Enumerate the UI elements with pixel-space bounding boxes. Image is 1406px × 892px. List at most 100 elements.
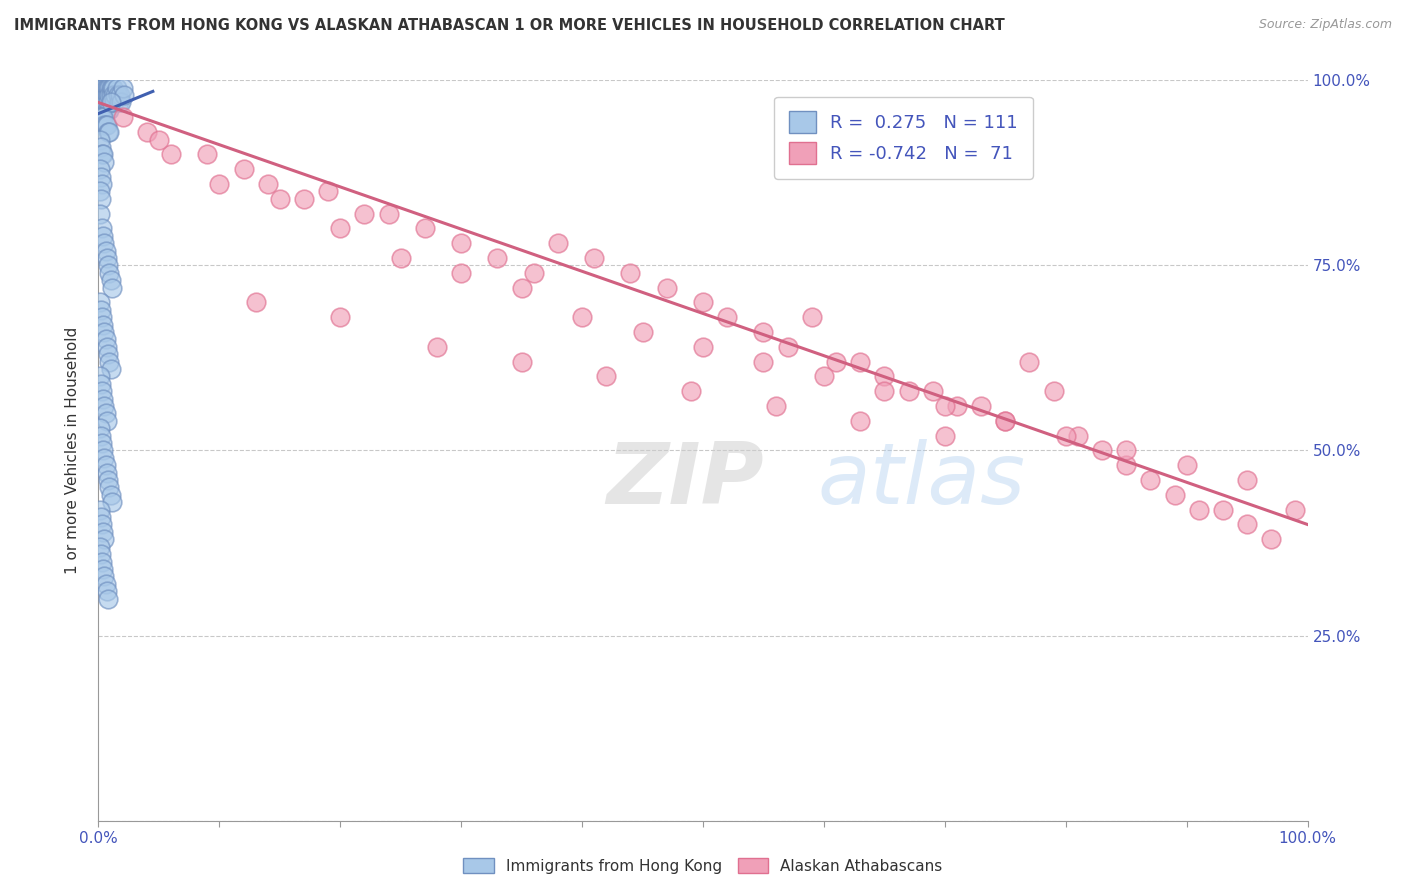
Point (110, 95, 132, 110)
Point (91, 88, 114, 103)
Point (716, 310, 738, 325)
Point (91, 88, 114, 103)
Point (97, 125, 120, 139)
Point (94, 407, 117, 421)
Point (450, 236, 472, 251)
Point (619, 266, 641, 280)
Point (89, 421, 111, 435)
Point (94, 88, 117, 103)
Point (91, 228, 114, 243)
Point (94, 576, 117, 591)
Point (94, 458, 117, 473)
Point (96, 466, 118, 480)
Point (96, 414, 118, 428)
Point (195, 147, 218, 161)
Text: Source: ZipAtlas.com: Source: ZipAtlas.com (1258, 18, 1392, 31)
Point (752, 325, 775, 339)
Point (112, 88, 135, 103)
Point (426, 340, 449, 354)
Point (389, 251, 412, 265)
Point (93, 80, 115, 95)
Point (329, 221, 352, 235)
Point (93, 103, 115, 117)
Point (97, 259, 120, 273)
Point (413, 221, 436, 235)
Point (91, 177, 114, 191)
Point (994, 414, 1017, 428)
Point (100, 95, 122, 110)
Point (93, 399, 115, 413)
Point (849, 414, 872, 428)
Point (103, 95, 125, 110)
Point (91, 436, 114, 450)
Point (849, 354, 872, 368)
Point (510, 354, 533, 368)
Point (232, 162, 254, 177)
Point (94, 80, 117, 95)
Point (90, 95, 112, 110)
Point (377, 206, 399, 220)
Point (90, 510, 112, 524)
Point (94, 332, 117, 346)
Point (100, 80, 122, 95)
Point (93, 154, 115, 169)
Point (510, 280, 533, 294)
Point (97, 347, 120, 361)
Point (97, 80, 120, 95)
Point (813, 369, 835, 384)
Point (89, 540, 111, 554)
Point (1067, 428, 1090, 442)
Point (1236, 473, 1258, 487)
Text: IMMIGRANTS FROM HONG KONG VS ALASKAN ATHABASCAN 1 OR MORE VEHICLES IN HOUSEHOLD : IMMIGRANTS FROM HONG KONG VS ALASKAN ATH… (14, 18, 1005, 33)
Point (1139, 473, 1161, 487)
Point (89, 369, 111, 384)
Point (1236, 517, 1258, 532)
Point (108, 95, 131, 110)
Point (89, 132, 111, 146)
Point (98, 354, 121, 368)
Point (256, 177, 278, 191)
Point (486, 251, 509, 265)
Point (91, 555, 114, 569)
Point (91, 80, 114, 95)
Point (90, 140, 112, 154)
Point (329, 310, 352, 325)
Point (89, 206, 111, 220)
Point (91, 111, 114, 125)
Point (1260, 533, 1282, 547)
Point (89, 80, 111, 95)
Point (1175, 458, 1198, 473)
Point (91, 318, 114, 332)
Point (765, 399, 787, 413)
Point (98, 80, 121, 95)
Point (91, 524, 114, 539)
Point (91, 443, 114, 458)
Y-axis label: 1 or more Vehicles in Household: 1 or more Vehicles in Household (65, 326, 80, 574)
Point (752, 354, 775, 368)
Point (91, 517, 114, 532)
Point (97, 473, 120, 487)
Point (91, 392, 114, 406)
Point (108, 88, 131, 103)
Point (100, 488, 122, 502)
Text: ZIP: ZIP (606, 439, 763, 522)
Point (631, 325, 654, 339)
Point (93, 95, 115, 110)
Point (104, 88, 127, 103)
Point (873, 369, 896, 384)
Point (692, 340, 714, 354)
Point (97, 95, 120, 110)
Point (245, 295, 267, 310)
Point (91, 80, 114, 95)
Point (692, 295, 714, 310)
Point (93, 533, 115, 547)
Point (105, 80, 128, 95)
Point (98, 480, 121, 494)
Point (90, 111, 112, 125)
Point (100, 495, 122, 509)
Legend: Immigrants from Hong Kong, Alaskan Athabascans: Immigrants from Hong Kong, Alaskan Athab… (457, 852, 949, 880)
Point (93, 118, 115, 132)
Point (1284, 502, 1306, 516)
Point (1188, 502, 1211, 516)
Point (97, 591, 120, 606)
